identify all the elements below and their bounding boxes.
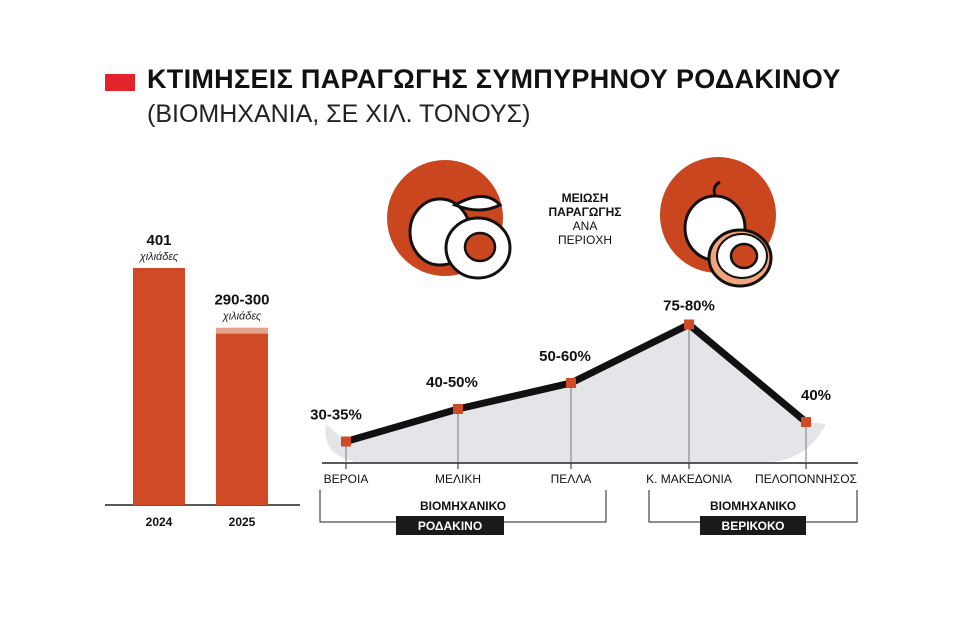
line-category-label: Κ. ΜΑΚΕΔΟΝΙΑ: [646, 472, 732, 486]
bar: [216, 333, 268, 505]
bar-series: 401 χιλιάδες 2024 290-300 χιλιάδες 2025: [133, 232, 270, 529]
line-value-label: 40-50%: [426, 374, 478, 391]
group-left-tag-label: ΡΟΔΑΚΙΝΟ: [418, 519, 482, 533]
bar-range-cap: [216, 327, 268, 334]
bar-value-label: 401: [146, 232, 171, 249]
central-label-line3: ΑΝΑ: [572, 219, 598, 233]
page-title: ΚΤΙΜΗΣΕΙΣ ΠΑΡΑΓΩΓΗΣ ΣΥΜΠΥΡΗΝΟΥ ΡΟΔΑΚΙΝΟΥ: [147, 64, 841, 94]
line-category-label: ΠΕΛΛΑ: [551, 472, 592, 486]
group-right-tag-label: ΒΕΡΙΚΟΚΟ: [722, 519, 785, 533]
apricot-icon: [660, 157, 776, 288]
bar: [133, 268, 185, 505]
central-label-line4: ΠΕΡΙΟΧΗ: [557, 233, 612, 247]
group-left-label: ΒΙΟΜΗΧΑΝΙΚΟ: [420, 499, 506, 513]
line-point: [453, 404, 463, 414]
apricot-icon-pit: [729, 242, 759, 270]
group-right-label: ΒΙΟΜΗΧΑΝΙΚΟ: [710, 499, 796, 513]
central-label-line1: ΜΕΙΩΣΗ: [561, 191, 609, 205]
central-label-line2: ΠΑΡΑΓΩΓΗΣ: [548, 205, 622, 219]
line-category-label: ΜΕΛΙΚΗ: [435, 472, 481, 486]
peach-icon: [387, 160, 512, 280]
line-value-label: 75-80%: [663, 298, 715, 315]
page-subtitle: (ΒΙΟΜΗΧΑΝΙΑ, ΣΕ ΧΙΛ. ΤΟΝΟΥΣ): [147, 100, 531, 128]
bar-category-label: 2025: [229, 515, 256, 529]
bar-value-label: 290-300: [214, 292, 269, 309]
peach-icon-pit: [463, 231, 497, 263]
line-point: [801, 417, 811, 427]
line-value-label: 30-35%: [310, 407, 362, 424]
line-series: 30-35% ΒΕΡΟΙΑ 40-50% ΜΕΛΙΚΗ 50-60% ΠΕΛΛΑ 75-80…: [310, 298, 857, 487]
bar-unit-label: χιλιάδες: [222, 311, 262, 323]
line-point: [341, 436, 351, 447]
central-label: ΜΕΙΩΣΗ ΠΑΡΑΓΩΓΗΣ ΑΝΑ ΠΕΡΙΟΧΗ: [520, 191, 650, 247]
bar-unit-label: χιλιάδες: [139, 251, 179, 263]
line-point: [684, 319, 694, 330]
bar-category-label: 2024: [146, 515, 173, 529]
peach-icon-leaf: [451, 195, 503, 212]
apricot-icon-stem: [712, 180, 721, 197]
line-category-label: ΠΕΛΟΠΟΝΝΗΣΟΣ: [755, 472, 857, 486]
group-right-tag: [700, 516, 806, 535]
line-area: [325, 324, 826, 462]
line-value-label: 50-60%: [539, 348, 591, 365]
line-point: [566, 378, 576, 388]
line-category-label: ΒΕΡΟΙΑ: [324, 472, 369, 486]
line-value-label: 40%: [801, 387, 831, 404]
group-left-tag: [396, 516, 504, 535]
title-marker: [105, 74, 135, 91]
